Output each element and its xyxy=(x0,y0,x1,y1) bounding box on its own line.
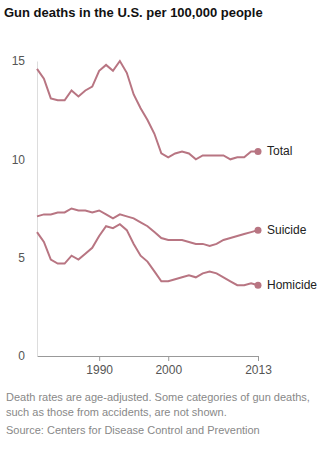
series-label: Suicide xyxy=(267,223,307,237)
end-point xyxy=(255,148,262,155)
y-axis: 0 5 10 15 xyxy=(12,54,38,363)
annotation: Death rates are age-adjusted. Some categ… xyxy=(6,390,324,420)
x-tick: 2000 xyxy=(155,356,182,377)
x-tick-mark xyxy=(258,356,259,361)
y-tick-label: 5 xyxy=(18,251,25,265)
x-tick-label: 1990 xyxy=(86,363,113,377)
x-tick: 1990 xyxy=(86,356,113,377)
y-axis-line xyxy=(37,62,38,357)
x-axis: 1990 2000 2013 xyxy=(38,356,273,377)
y-tick-label: 15 xyxy=(12,54,26,68)
end-point xyxy=(255,282,262,289)
x-axis-line xyxy=(38,356,259,357)
title: Gun deaths in the U.S. per 100,000 peopl… xyxy=(4,5,263,20)
plot-area xyxy=(37,61,262,289)
y-tick: 5 xyxy=(18,251,37,265)
x-tick-mark xyxy=(168,356,169,361)
x-tick: 2013 xyxy=(245,356,272,377)
y-tick-label: 10 xyxy=(12,153,26,167)
y-tick: 10 xyxy=(12,153,37,167)
series-label: Total xyxy=(267,144,292,158)
notes: Death rates are age-adjusted. Some categ… xyxy=(6,390,324,438)
series-line xyxy=(37,61,258,159)
annotation: Source: Centers for Disease Control and … xyxy=(6,423,324,438)
x-tick-mark xyxy=(99,356,100,361)
series-labels: Total Suicide Homicide xyxy=(267,144,317,292)
y-tick: 15 xyxy=(12,54,37,68)
series-label: Homicide xyxy=(267,278,317,292)
end-point xyxy=(255,227,262,234)
series-line xyxy=(37,209,258,246)
chart: Gun deaths in the U.S. per 100,000 peopl… xyxy=(0,0,331,385)
y-tick-label: 0 xyxy=(18,349,25,363)
x-tick-label: 2000 xyxy=(155,363,182,377)
y-tick: 0 xyxy=(18,349,37,363)
x-tick-label: 2013 xyxy=(245,363,272,377)
series-line xyxy=(37,224,258,285)
